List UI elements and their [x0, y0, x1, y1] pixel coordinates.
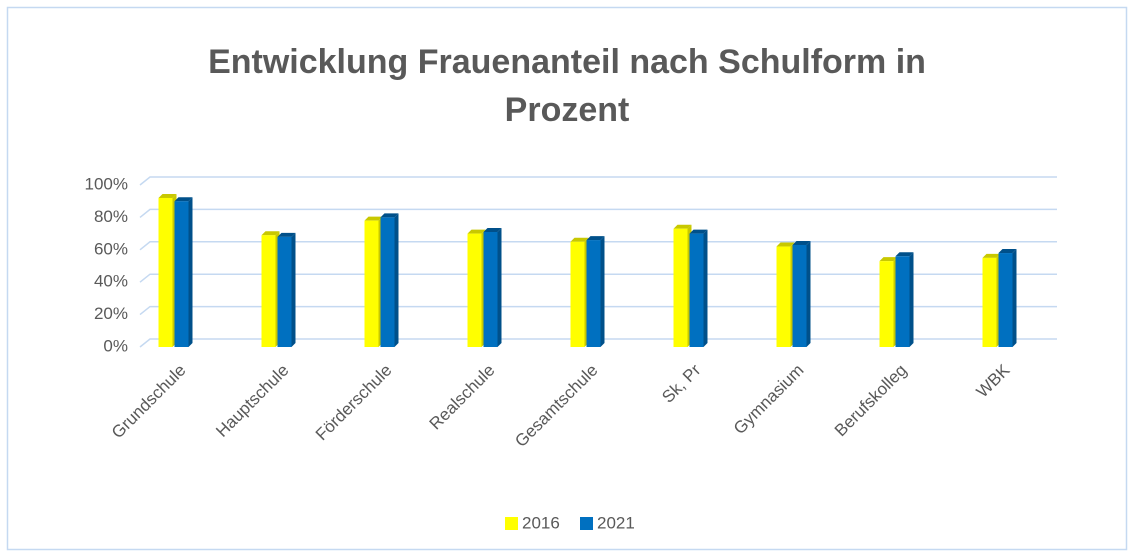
bar: [982, 257, 997, 347]
bar-top: [792, 240, 811, 245]
x-tick-label: Sk, Pr: [658, 360, 704, 406]
bar-top: [879, 257, 898, 262]
bar-top: [174, 197, 193, 202]
y-tick-label: 80%: [94, 207, 128, 226]
bar-side: [806, 240, 811, 347]
bar: [570, 241, 585, 347]
bar-top: [570, 237, 589, 242]
bar-top: [776, 242, 795, 247]
bar: [673, 228, 688, 347]
legend-swatch: [505, 517, 518, 530]
bar: [776, 246, 791, 347]
grid-line: [139, 338, 1057, 348]
grid-line: [139, 305, 1057, 316]
bar-side: [394, 213, 399, 347]
legend-label: 2016: [522, 513, 560, 532]
bar-top: [586, 236, 605, 241]
y-tick-label: 100%: [85, 174, 128, 193]
bar: [364, 220, 379, 347]
x-tick-label: Hauptschule: [212, 361, 292, 441]
bar: [792, 244, 807, 347]
y-tick-label: 60%: [94, 239, 128, 258]
bar: [998, 253, 1013, 347]
bar-top: [895, 252, 914, 257]
grid-line: [139, 176, 1057, 186]
x-tick-label: Realschule: [426, 361, 499, 434]
y-tick-label: 20%: [94, 304, 128, 323]
bar: [586, 240, 601, 347]
bar-top: [261, 231, 280, 236]
grid-line: [139, 241, 1057, 251]
bar: [174, 201, 189, 347]
bar-top: [673, 224, 692, 229]
bar-side: [497, 227, 502, 347]
bar-top: [982, 253, 1001, 258]
bar: [380, 217, 395, 347]
x-tick-label: WBK: [973, 360, 1014, 401]
bar-top: [467, 229, 486, 234]
bar: [277, 236, 292, 347]
bar: [467, 233, 482, 347]
bar-top: [380, 213, 399, 218]
bar-top: [998, 249, 1017, 254]
grid-line: [139, 273, 1057, 283]
x-tick-label: Grundschule: [108, 361, 190, 443]
chart-border: [6, 6, 1128, 551]
bar: [483, 231, 498, 347]
bar-top: [483, 227, 502, 232]
bar-top: [158, 193, 177, 198]
y-tick-label: 0%: [103, 336, 128, 355]
bar-top: [689, 229, 708, 234]
bar-side: [703, 229, 708, 347]
bar: [261, 235, 276, 347]
bar: [158, 197, 173, 347]
legend-label: 2021: [597, 513, 635, 532]
bar-side: [291, 232, 296, 347]
bar-side: [909, 252, 914, 347]
bar: [689, 233, 704, 347]
y-tick-label: 40%: [94, 272, 128, 291]
x-tick-label: Berufskolleg: [831, 361, 911, 441]
x-tick-label: Gesamtschule: [511, 361, 601, 451]
chart-title: Entwicklung Frauenanteil nach Schulform …: [208, 43, 926, 129]
bar-side: [188, 197, 193, 347]
grid-line: [139, 208, 1057, 218]
x-tick-label: Gymnasium: [730, 361, 808, 439]
bar-side: [600, 236, 605, 347]
legend-swatch: [580, 517, 593, 530]
bar: [879, 261, 894, 347]
bar-top: [364, 216, 383, 221]
x-tick-label: Förderschule: [312, 361, 396, 445]
bar: [895, 256, 910, 347]
bar-top: [277, 232, 296, 237]
bar-side: [1012, 249, 1017, 347]
